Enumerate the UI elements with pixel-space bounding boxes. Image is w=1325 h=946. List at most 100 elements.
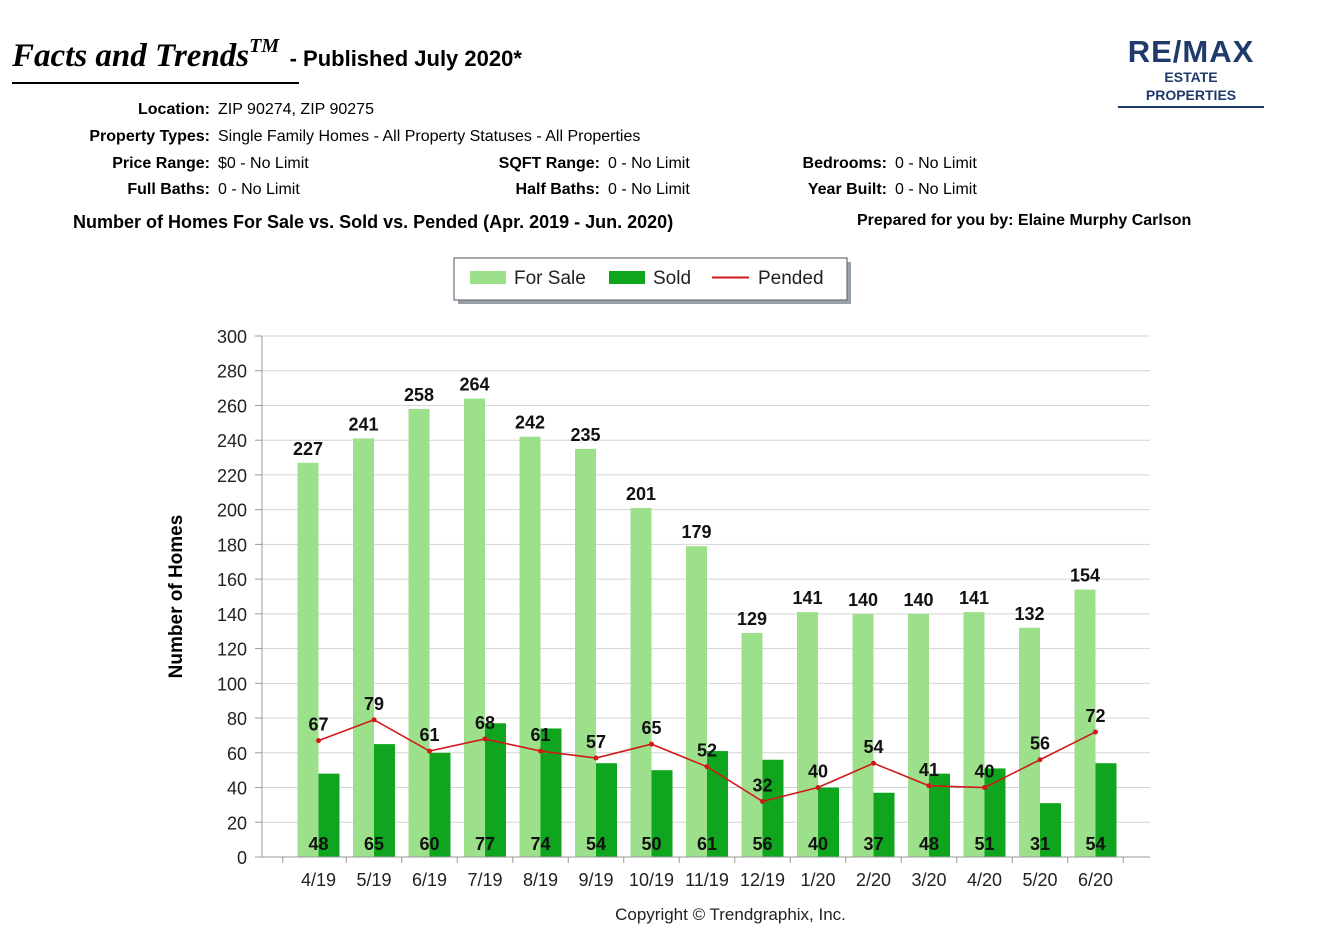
y-axis: 0 20 40 60 80 100 120 140 160 180 200 220 240 260 280 3… bbox=[166, 327, 263, 868]
sold-bar bbox=[429, 752, 451, 857]
sold-value-label: 60 bbox=[419, 834, 439, 854]
x-tick-label: 2/20 bbox=[856, 870, 891, 890]
pended-value-label: 57 bbox=[586, 732, 606, 752]
report-title: Facts and TrendsTM - Published July 2020… bbox=[12, 35, 522, 75]
for-sale-bar bbox=[575, 448, 596, 857]
for-sale-bar bbox=[686, 546, 707, 857]
y-tick-label: 100 bbox=[217, 674, 247, 694]
pended-value-label: 40 bbox=[808, 762, 828, 782]
sold-bar bbox=[318, 773, 340, 857]
y-tick-label: 40 bbox=[227, 779, 247, 799]
pended-point bbox=[593, 755, 599, 761]
for-sale-value-label: 141 bbox=[959, 588, 989, 608]
x-tick-label: 3/20 bbox=[911, 870, 946, 890]
sold-bar bbox=[651, 770, 673, 857]
criteria-label: Half Baths: bbox=[515, 181, 600, 198]
y-tick-label: 200 bbox=[217, 501, 247, 521]
sold-bar bbox=[762, 759, 784, 857]
for-sale-value-label: 140 bbox=[903, 590, 933, 610]
y-tick-label: 280 bbox=[217, 362, 247, 382]
sold-value-label: 51 bbox=[974, 834, 994, 854]
y-axis-title: Number of Homes bbox=[166, 515, 187, 679]
criteria-value: Single Family Homes - All Property Statu… bbox=[218, 128, 641, 145]
legend-sold-label: Sold bbox=[653, 268, 691, 289]
pended-point bbox=[926, 783, 932, 789]
pended-value-label: 40 bbox=[974, 762, 994, 782]
pended-point bbox=[371, 717, 377, 723]
pended-value-label: 67 bbox=[308, 715, 328, 735]
for-sale-bar bbox=[519, 436, 541, 857]
criteria-label: Property Types: bbox=[89, 128, 210, 145]
sold-bar bbox=[984, 768, 1006, 857]
for-sale-value-label: 264 bbox=[459, 375, 489, 395]
sold-value-label: 61 bbox=[697, 834, 717, 854]
sold-value-label: 48 bbox=[919, 834, 939, 854]
for-sale-bar bbox=[464, 398, 485, 857]
criteria-value: $0 - No Limit bbox=[218, 155, 309, 172]
for-sale-value-label: 227 bbox=[293, 439, 323, 459]
pended-point bbox=[482, 736, 488, 742]
for-sale-swatch bbox=[470, 271, 506, 284]
pended-value-label: 56 bbox=[1030, 734, 1050, 754]
y-tick-label: 180 bbox=[217, 535, 247, 555]
y-tick-label: 220 bbox=[217, 466, 247, 486]
x-tick-label: 6/20 bbox=[1078, 870, 1113, 890]
sold-bar bbox=[1095, 763, 1117, 857]
logo-sub-text: ESTATE PROPERTIES bbox=[1145, 69, 1237, 103]
for-sale-value-label: 132 bbox=[1014, 604, 1044, 624]
criteria-label: SQFT Range: bbox=[498, 155, 600, 172]
pended-value-label: 65 bbox=[641, 718, 661, 738]
copyright: Copyright © Trendgraphix, Inc. bbox=[0, 905, 1325, 925]
sold-value-label: 48 bbox=[308, 834, 328, 854]
criteria-label: Price Range: bbox=[112, 155, 210, 172]
criteria-label: Full Baths: bbox=[127, 181, 210, 198]
pended-value-label: 68 bbox=[475, 713, 495, 733]
sold-value-label: 54 bbox=[1085, 834, 1105, 854]
for-sale-value-label: 201 bbox=[626, 484, 656, 504]
title-underline bbox=[12, 82, 299, 84]
for-sale-bar bbox=[852, 613, 874, 857]
for-sale-value-label: 241 bbox=[348, 414, 378, 434]
criteria-value: 0 - No Limit bbox=[218, 181, 300, 198]
sold-bar bbox=[1040, 803, 1061, 857]
chart-section-title: Number of Homes For Sale vs. Sold vs. Pe… bbox=[73, 212, 674, 232]
sold-bar bbox=[485, 723, 506, 857]
criteria-value: ZIP 90274, ZIP 90275 bbox=[218, 101, 374, 118]
for-sale-bar bbox=[741, 632, 763, 857]
criteria-label: Location: bbox=[138, 101, 210, 118]
sold-bar bbox=[374, 744, 395, 857]
pended-point bbox=[538, 748, 543, 754]
criteria-label: Year Built: bbox=[807, 181, 887, 198]
pended-point bbox=[316, 738, 321, 744]
pended-point bbox=[649, 741, 654, 747]
sold-bar bbox=[929, 773, 950, 857]
pended-value-label: 52 bbox=[697, 741, 717, 761]
for-sale-value-label: 235 bbox=[570, 425, 600, 445]
remax-logo: RE/MAX ESTATE PROPERTIES bbox=[1118, 36, 1264, 108]
criteria-value: 0 - No Limit bbox=[895, 155, 977, 172]
y-tick-label: 160 bbox=[217, 570, 247, 590]
x-tick-label: 12/19 bbox=[740, 870, 785, 890]
for-sale-bar bbox=[1074, 589, 1096, 857]
for-sale-bar bbox=[963, 612, 985, 857]
chart-bars bbox=[297, 398, 1117, 857]
x-tick-label: 5/20 bbox=[1022, 870, 1057, 890]
sold-bar bbox=[540, 728, 562, 857]
sold-value-label: 74 bbox=[530, 834, 550, 854]
logo-main-text: RE/MAX bbox=[1127, 34, 1255, 69]
pended-point bbox=[982, 785, 987, 791]
trademark: TM bbox=[249, 35, 280, 57]
pended-point bbox=[704, 764, 710, 770]
y-tick-label: 140 bbox=[217, 605, 247, 625]
pended-value-label: 72 bbox=[1085, 706, 1105, 726]
for-sale-bar bbox=[630, 507, 652, 857]
for-sale-value-label: 129 bbox=[737, 609, 767, 629]
for-sale-bar bbox=[297, 462, 319, 857]
legend-box bbox=[453, 257, 848, 301]
y-tick-label: 60 bbox=[227, 744, 247, 764]
x-tick-label: 6/19 bbox=[412, 870, 447, 890]
for-sale-value-label: 154 bbox=[1070, 566, 1100, 586]
criteria-value: 0 - No Limit bbox=[608, 155, 690, 172]
sold-value-label: 31 bbox=[1030, 834, 1050, 854]
